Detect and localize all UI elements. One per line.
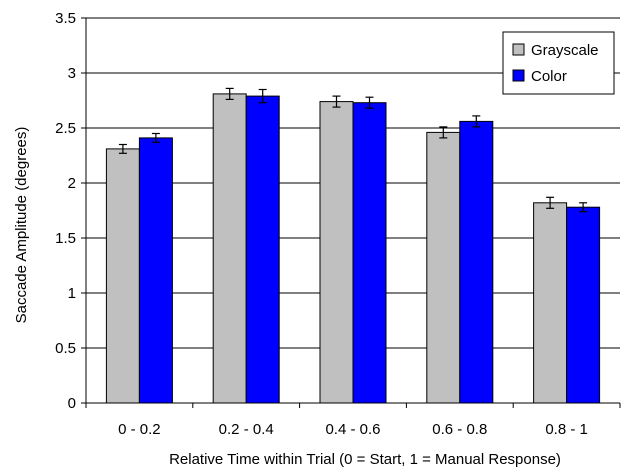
y-tick-label: 2.5: [55, 120, 76, 137]
legend-swatch-grayscale: [512, 43, 525, 56]
y-tick-labels: 0 0.5 1 1.5 2 2.5 3 3.5: [55, 10, 76, 412]
bar-color-2: [352, 102, 387, 404]
bar-grayscale-4: [533, 202, 568, 404]
x-tick-labels: 0 - 0.2 0.2 - 0.4 0.4 - 0.6 0.6 - 0.8 0.8 - …: [118, 421, 588, 438]
axes: [81, 17, 621, 408]
bar-grayscale-2: [319, 101, 354, 404]
bar-color-1: [245, 95, 280, 404]
bar-grayscale-1: [212, 93, 247, 404]
legend-swatch-color: [512, 69, 525, 82]
bar-color-0: [138, 137, 173, 404]
y-tick-label: 0.5: [55, 340, 76, 357]
legend-label-grayscale: Grayscale: [531, 42, 599, 59]
x-tick-label: 0.2 - 0.4: [219, 421, 274, 438]
y-tick-label: 1.5: [55, 230, 76, 247]
bar-color-4: [566, 206, 601, 404]
y-tick-label: 2: [68, 175, 76, 192]
legend-box: [502, 31, 615, 95]
error-bars: [118, 87, 588, 213]
legend: Grayscale Color: [502, 31, 615, 95]
y-tick-label: 1: [68, 285, 76, 302]
x-tick-label: 0.8 - 1: [545, 421, 588, 438]
y-tick-label: 3: [68, 65, 76, 82]
y-axis-label: Saccade Amplitude (degrees): [13, 127, 30, 324]
x-tick-label: 0.4 - 0.6: [325, 421, 380, 438]
y-tick-label: 3.5: [55, 10, 76, 27]
legend-label-color: Color: [531, 68, 567, 85]
bar-color-3: [459, 120, 494, 404]
y-tick-label: 0: [68, 395, 76, 412]
bars: [105, 93, 601, 404]
bar-grayscale-3: [426, 131, 461, 404]
bar-grayscale-0: [105, 148, 140, 404]
x-tick-label: 0.6 - 0.8: [432, 421, 487, 438]
x-tick-label: 0 - 0.2: [118, 421, 161, 438]
x-axis-label: Relative Time within Trial (0 = Start, 1…: [169, 451, 561, 468]
